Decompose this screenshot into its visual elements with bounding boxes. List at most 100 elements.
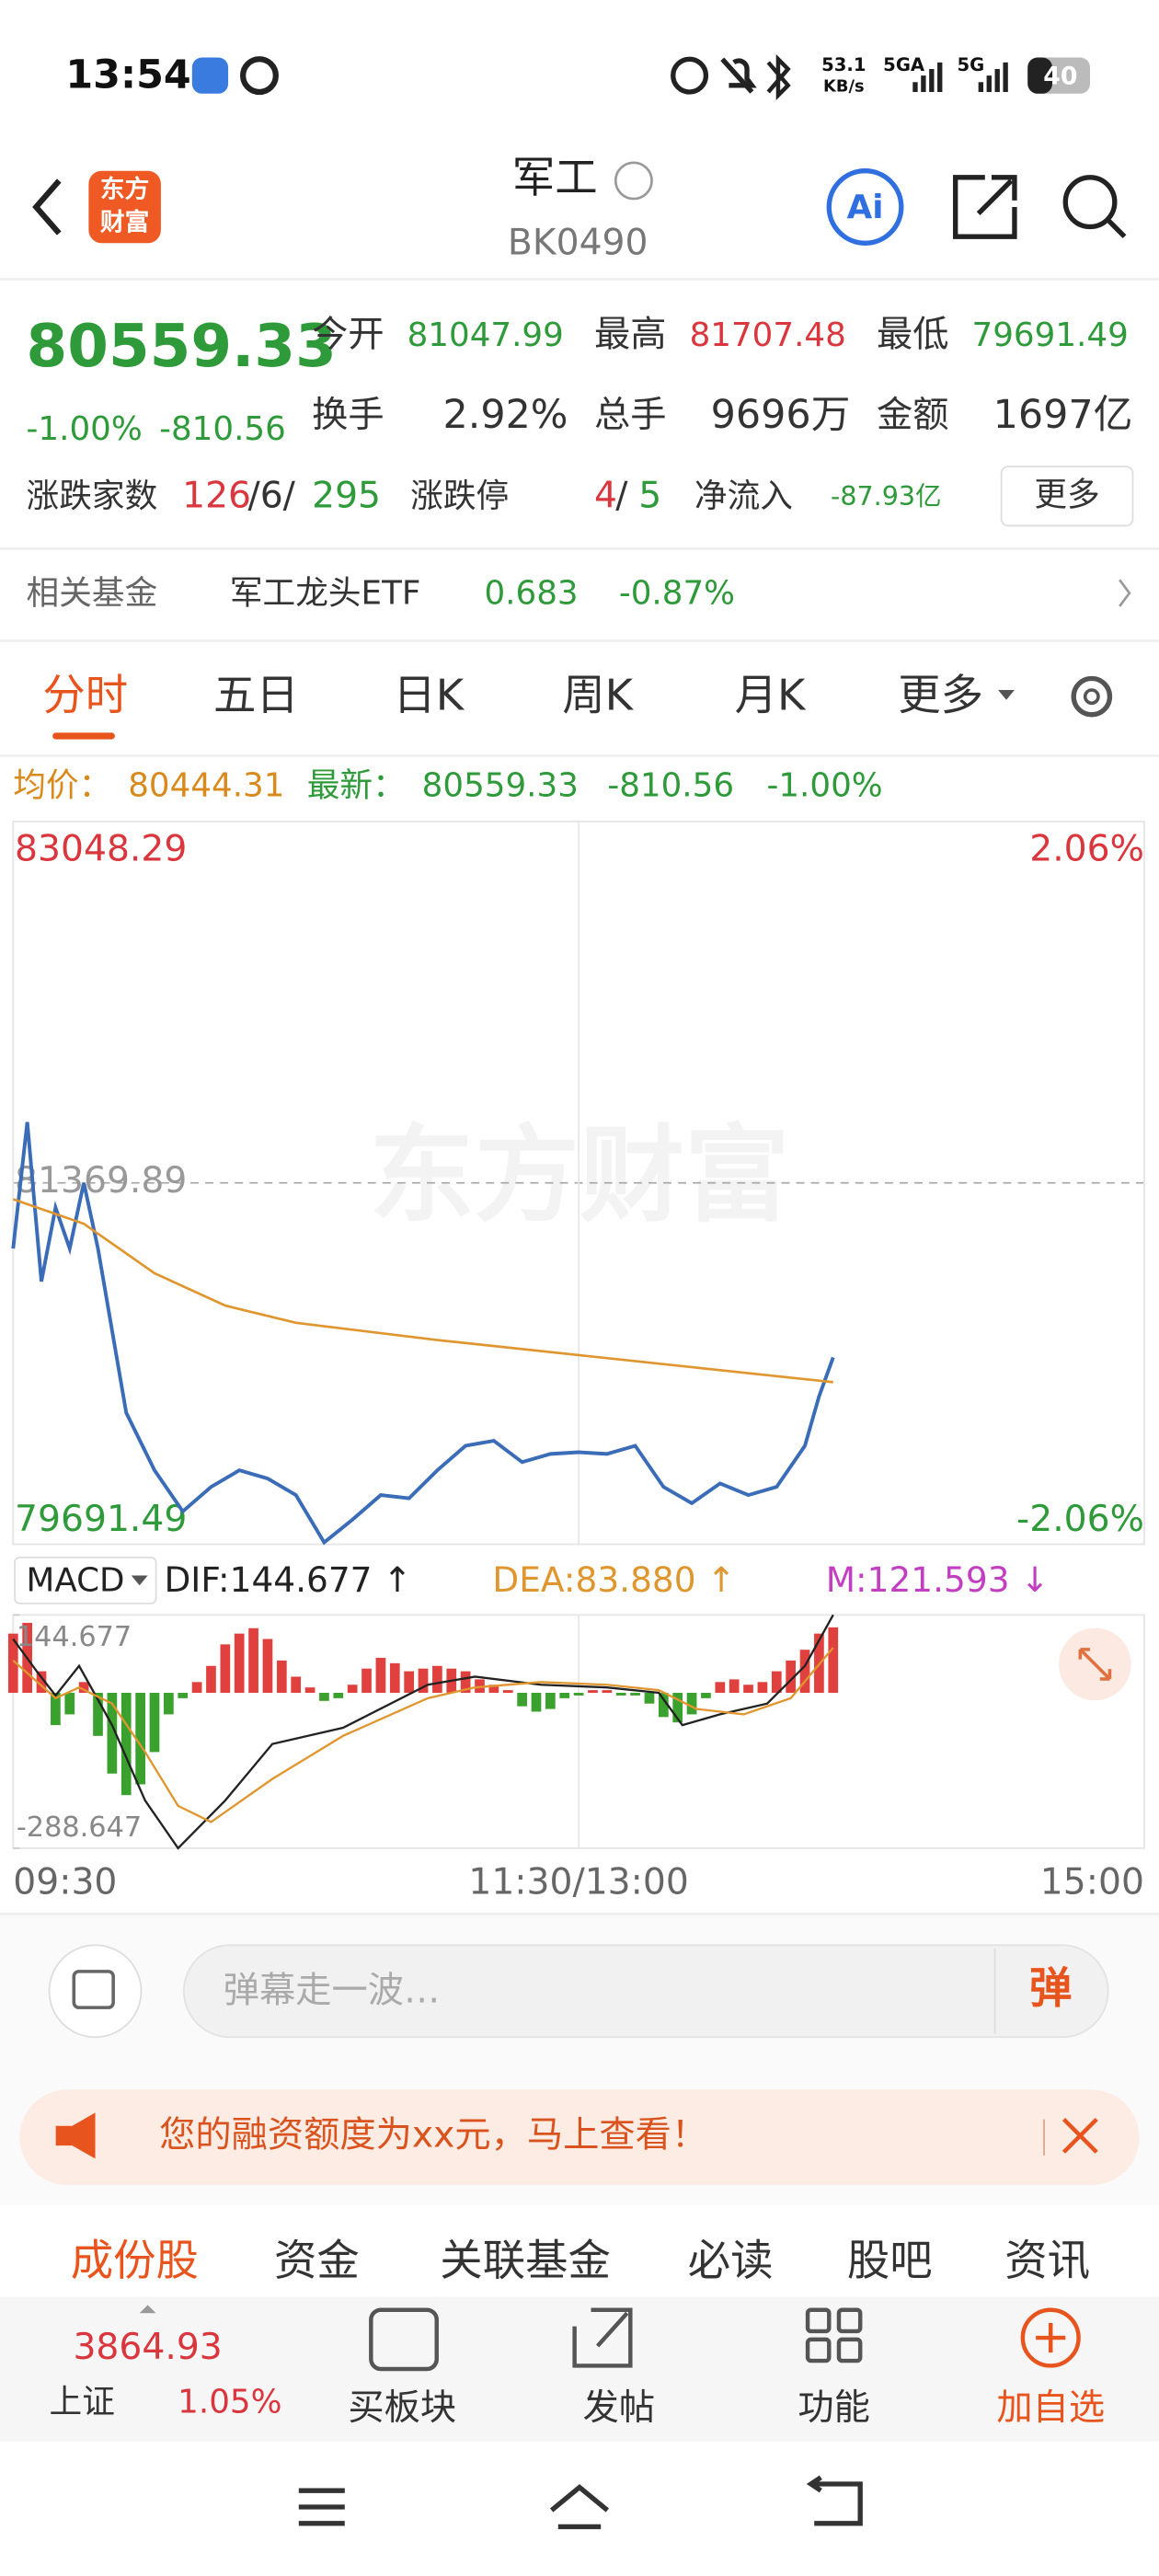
stat-value: 1697亿 — [993, 392, 1133, 438]
signal-label: 5G — [957, 54, 984, 75]
macd-bar — [658, 1693, 669, 1718]
indicator-select[interactable] — [14, 1556, 157, 1604]
macd-bar — [220, 1644, 231, 1694]
close-button[interactable] — [1061, 2117, 1098, 2154]
stat-label: 最高 — [594, 315, 667, 356]
tab-underline — [52, 732, 115, 740]
macd-bar — [715, 1682, 726, 1694]
tab[interactable]: 分时 — [42, 670, 128, 719]
breadth-value: 295 — [312, 476, 381, 517]
y2-tick-label: 2.06% — [1029, 828, 1144, 869]
section-tab[interactable]: 关联基金 — [440, 2236, 611, 2285]
macd-bar — [234, 1633, 245, 1694]
macd-bar — [7, 1633, 18, 1694]
macd-bar — [545, 1693, 556, 1709]
info-icon[interactable] — [614, 161, 653, 201]
banner[interactable] — [19, 2089, 1140, 2185]
macd-bar — [333, 1693, 344, 1698]
macd-bar — [291, 1676, 302, 1694]
tab[interactable]: 更多 — [898, 670, 983, 719]
y2-tick-label: -2.06% — [1016, 1499, 1144, 1540]
tab[interactable]: 月K — [735, 670, 807, 719]
code: BK0490 — [508, 223, 648, 264]
comment-input[interactable] — [182, 1944, 1109, 2039]
ai-button[interactable] — [826, 168, 904, 246]
logo-text: 财富 — [100, 207, 150, 236]
nav-item[interactable]: 发帖 — [583, 2387, 656, 2429]
dif-label: DIF:144.677 ↑ — [164, 1559, 411, 1600]
macd-bar — [319, 1693, 329, 1701]
macd-bar — [743, 1685, 753, 1694]
latest-value: 80559.33 — [422, 766, 579, 804]
latest-label: 最新： — [307, 766, 406, 804]
stat-value: 81707.48 — [690, 316, 846, 354]
comment-placeholder[interactable]: 弹幕走一波… — [224, 1971, 441, 2012]
expand-icon — [1078, 1648, 1112, 1681]
signal-icon — [912, 62, 1008, 92]
section-tab[interactable]: 资讯 — [1004, 2236, 1090, 2285]
latest-change-pct: -1.00% — [766, 766, 882, 804]
macd-bar — [347, 1685, 358, 1694]
macd-bar — [135, 1693, 145, 1785]
comment-button[interactable]: 弹 — [1029, 1963, 1072, 2013]
back-nav-button[interactable] — [806, 2475, 863, 2526]
search-button[interactable] — [1062, 175, 1118, 230]
macd-bar — [432, 1665, 442, 1694]
macd-bar — [276, 1660, 287, 1694]
section-tab[interactable]: 股吧 — [847, 2236, 933, 2285]
post-icon — [572, 2307, 633, 2368]
fund-change: -0.87% — [619, 574, 735, 612]
comment-icon-button[interactable] — [48, 1944, 143, 2039]
limit-value: / — [615, 476, 628, 517]
banner-text[interactable]: 您的融资额度为xx元，马上查看！ — [159, 2115, 707, 2156]
macd-bar — [588, 1690, 598, 1694]
logo — [88, 170, 161, 244]
section-tab[interactable]: 必读 — [688, 2236, 774, 2285]
ai-label[interactable]: Ai — [847, 189, 884, 226]
macd-bar — [361, 1668, 372, 1694]
more-label[interactable]: 更多 — [1034, 476, 1099, 513]
macd-bar — [262, 1639, 273, 1694]
dif-line — [12, 1614, 834, 1850]
section-tab[interactable]: 成份股 — [71, 2236, 199, 2285]
home-button[interactable] — [549, 2484, 610, 2530]
indicator-name[interactable]: MACD — [27, 1562, 125, 1600]
nav-item[interactable]: 买板块 — [348, 2387, 456, 2429]
share-button[interactable] — [953, 175, 1017, 239]
index-value: 3864.93 — [73, 2327, 222, 2368]
more-button[interactable] — [1000, 466, 1134, 527]
stat-label: 最低 — [877, 315, 949, 356]
battery-level — [1027, 57, 1052, 94]
back-button[interactable] — [32, 178, 62, 236]
chevron — [1119, 579, 1131, 607]
macd-bar — [517, 1693, 527, 1707]
fund-name[interactable]: 军工龙头ETF — [230, 574, 421, 612]
macd-bar — [404, 1671, 415, 1694]
x-tick-label: 09:30 — [13, 1862, 117, 1903]
macd-bar — [686, 1693, 697, 1715]
logo-text: 东方 — [100, 175, 150, 204]
dea-label: DEA:83.880 ↑ — [492, 1559, 735, 1600]
breadth-value: /6/ — [247, 476, 295, 517]
macd-bar — [248, 1627, 258, 1694]
macd-bar — [304, 1687, 316, 1694]
breadth-value: 126 — [182, 476, 251, 517]
tab[interactable]: 五日 — [213, 670, 299, 719]
macd-bar — [602, 1690, 613, 1694]
app-icon — [240, 56, 279, 96]
tab[interactable]: 周K — [562, 670, 634, 719]
m-label: M:121.593 ↓ — [826, 1559, 1050, 1600]
stat-value: 79691.49 — [972, 316, 1129, 354]
tab[interactable]: 日K — [393, 670, 465, 719]
settings-button[interactable] — [1071, 675, 1113, 718]
nav-item[interactable]: 功能 — [798, 2387, 870, 2429]
macd-bar — [644, 1693, 655, 1704]
menu-button[interactable] — [298, 2488, 345, 2526]
macd-bar — [729, 1679, 740, 1694]
macd-bar — [93, 1693, 103, 1736]
nav-item[interactable]: 加自选 — [996, 2387, 1105, 2429]
section-tab[interactable]: 资金 — [274, 2236, 360, 2285]
price-line — [11, 1121, 835, 1546]
